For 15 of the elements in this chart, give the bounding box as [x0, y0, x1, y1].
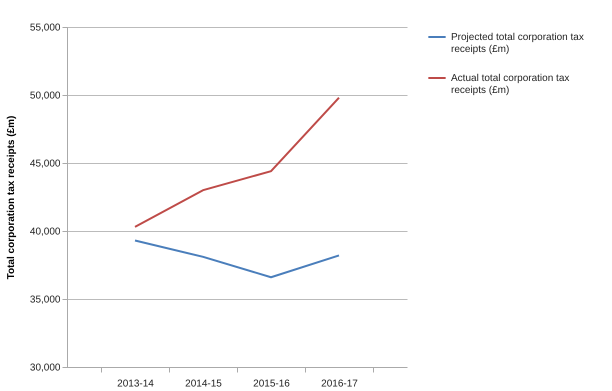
- y-tick-label: 55,000: [30, 22, 61, 34]
- y-axis-title: Total corporation tax receipts (£m): [6, 116, 17, 280]
- y-tick-label: 50,000: [30, 90, 61, 102]
- legend-label: Projected total corporation tax receipts (£m): [451, 32, 584, 55]
- y-tick-label: 35,000: [30, 294, 61, 306]
- line-series: [134, 96, 340, 228]
- line-series: [134, 240, 340, 278]
- x-tick-label: 2016-17: [321, 378, 358, 390]
- x-tick-label: 2015-16: [253, 378, 290, 390]
- y-tick-label: 45,000: [30, 158, 61, 170]
- y-tick-label: 40,000: [30, 226, 61, 238]
- x-tick-label: 2013-14: [117, 378, 154, 390]
- y-tick-label: 30,000: [30, 362, 61, 374]
- x-tick-label: 2014-15: [185, 378, 222, 390]
- legend-label: Actual total corporation tax receipts (£m): [451, 73, 570, 96]
